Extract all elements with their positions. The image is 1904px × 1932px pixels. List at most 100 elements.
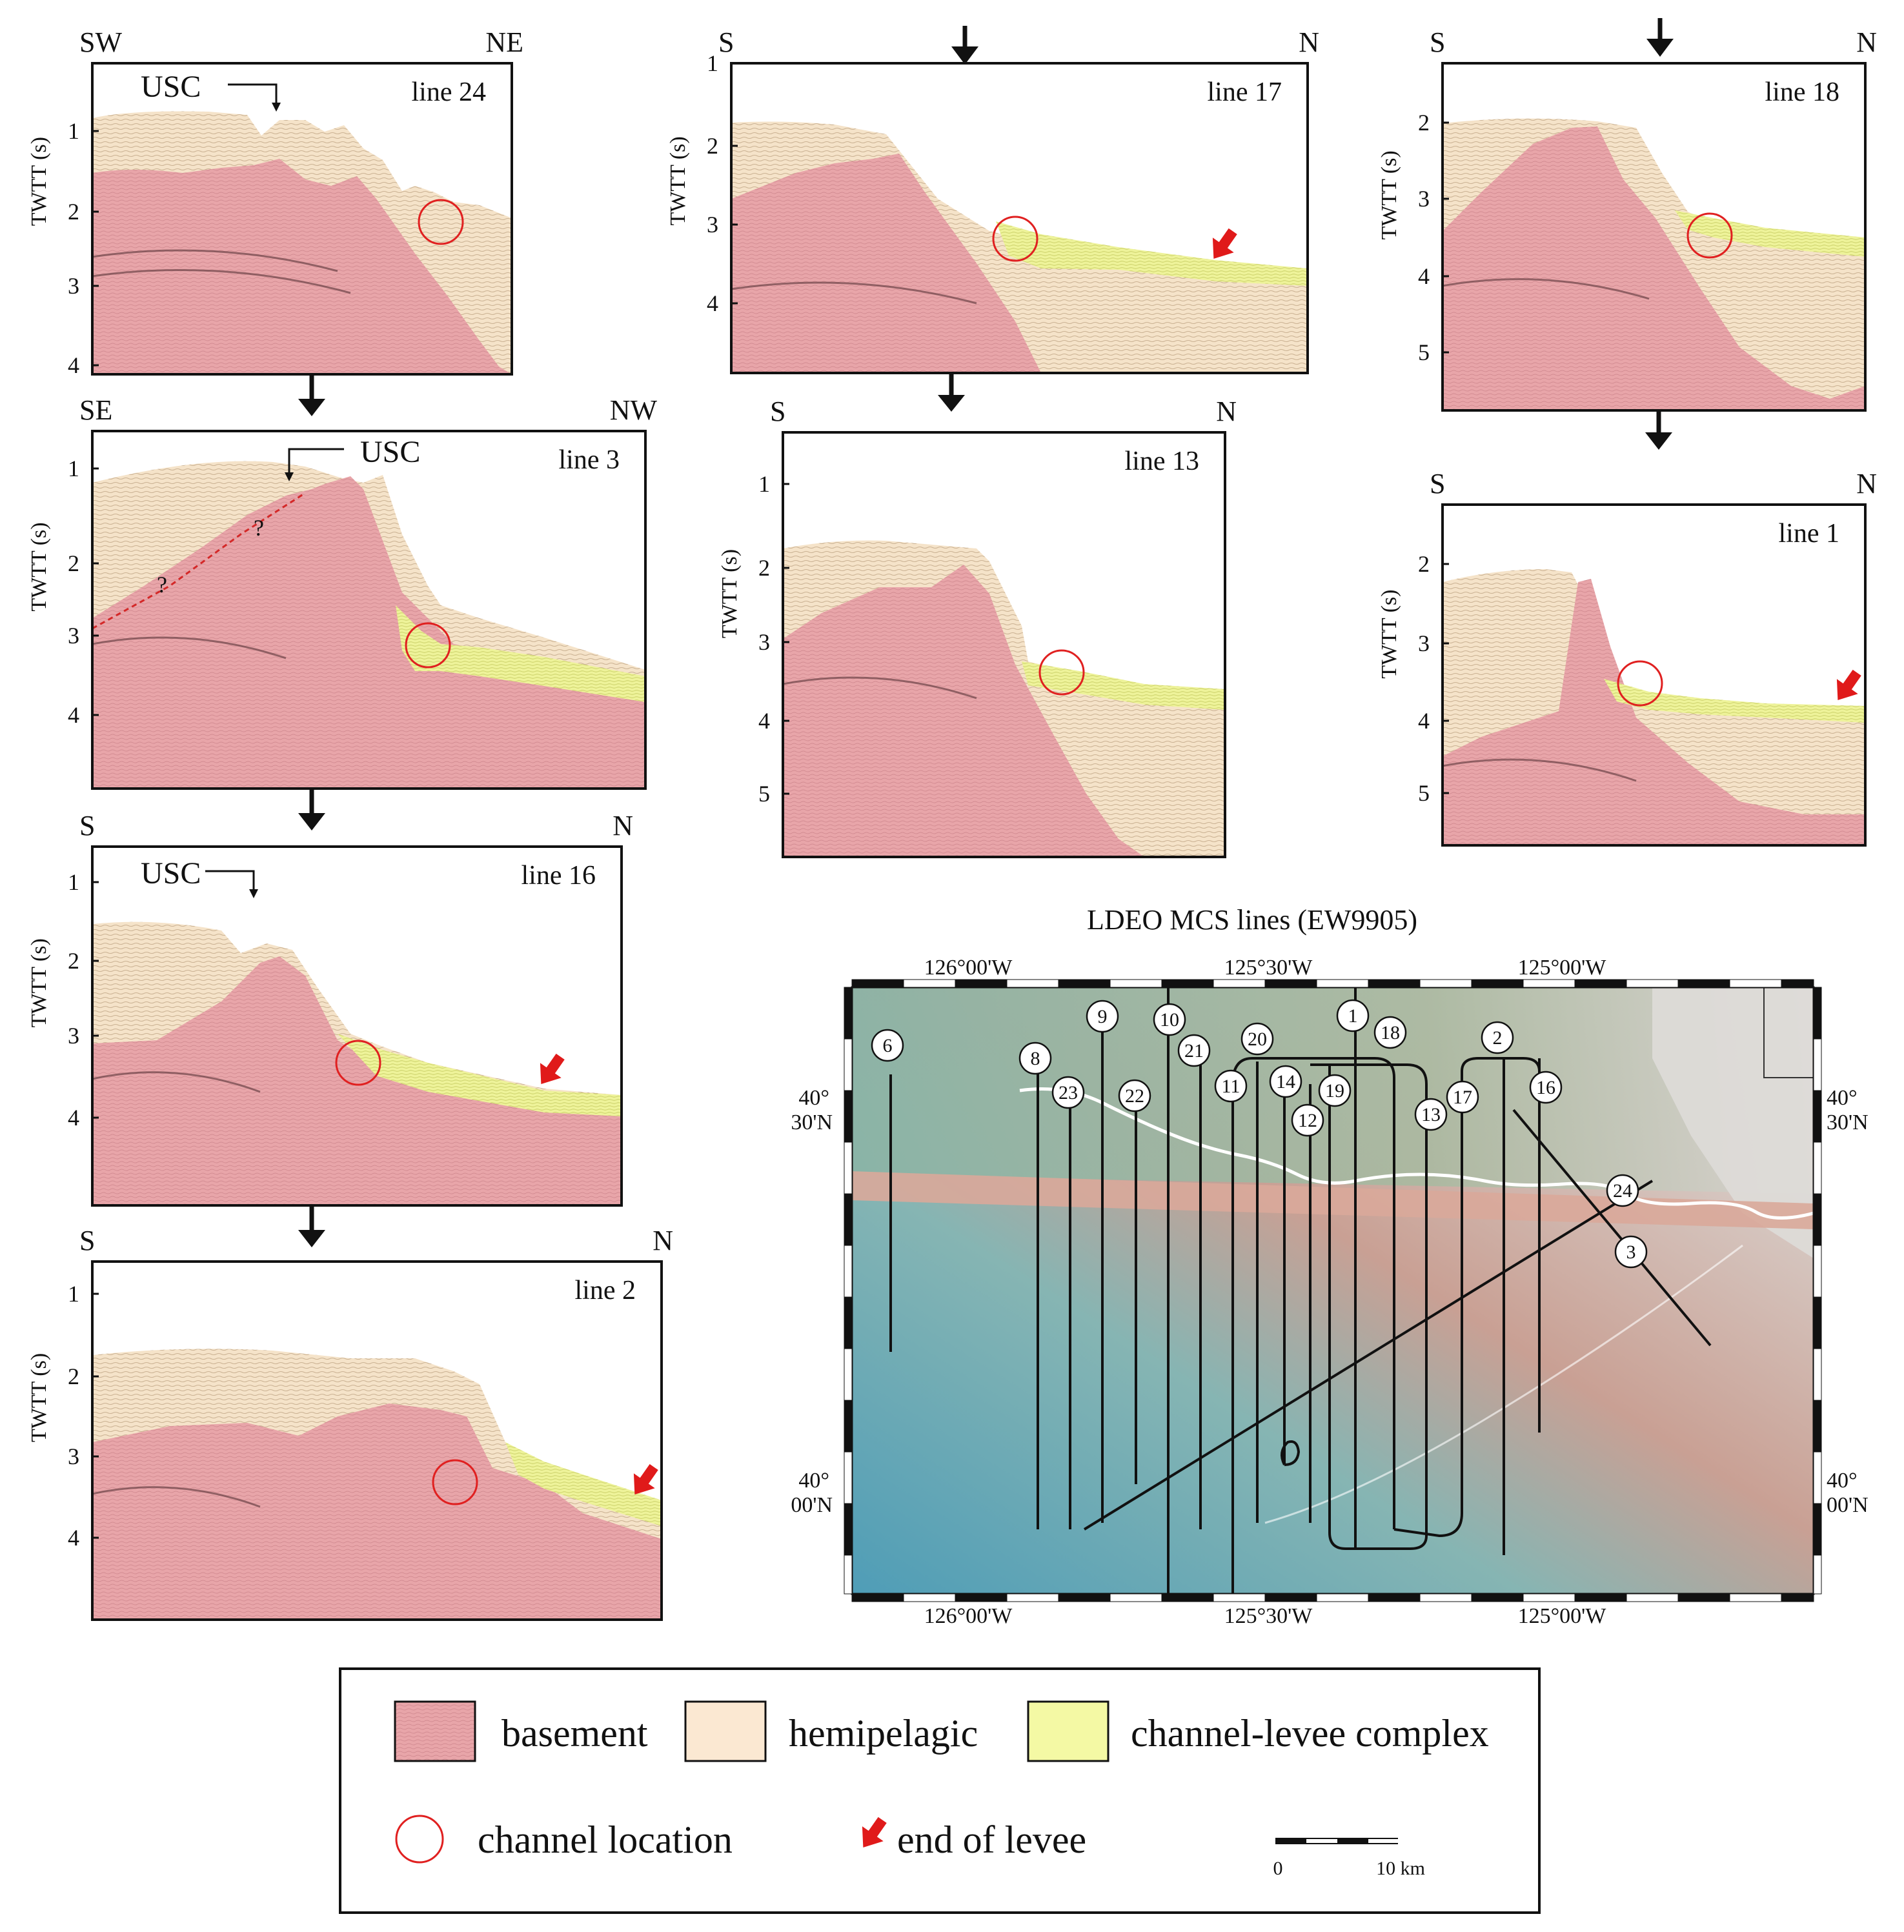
line-number-badge: 22 [1118,1079,1151,1112]
down-arrow-icon [298,374,325,416]
lat-label-left-min: 00'N [791,1493,833,1517]
channel-location-circle [1686,212,1733,259]
basement-swatch [394,1700,476,1762]
svg-text:9: 9 [1098,1006,1108,1027]
y-tick-label: 3 [68,273,79,299]
svg-text:2: 2 [1493,1027,1503,1049]
legend-levee: channel-levee complex [1131,1712,1489,1755]
scale-bar [1275,1838,1398,1844]
levee-layer [505,1442,662,1526]
svg-text:24: 24 [1613,1180,1632,1202]
levee-swatch [1027,1700,1109,1762]
levee-layer [1604,679,1865,723]
basement-layer [1443,126,1865,410]
y-axis-label: TWTT (s) [718,549,742,638]
y-tick-label: 5 [1418,339,1430,365]
hemipelagic-swatch [684,1700,767,1762]
lat-label-right-min: 30'N [1827,1111,1869,1134]
panel-frame [91,1260,663,1621]
levee-layer [396,605,645,702]
svg-text:3: 3 [1626,1242,1636,1263]
legend-basement: basement [501,1712,648,1755]
panel-frame [91,845,623,1207]
basement-layer [783,565,1144,857]
line-number-badge: 12 [1291,1103,1324,1137]
levee-layer [996,221,1308,286]
channel-location-circle [1038,649,1085,696]
down-arrow-icon [951,26,978,65]
panel-frame [91,62,513,376]
direction-left: S [79,1225,95,1256]
direction-right: N [1856,468,1877,499]
end-of-levee-icon [1212,228,1237,259]
y-tick-label: 3 [707,212,718,237]
line-number-badge: 18 [1373,1016,1407,1049]
y-tick-label: 3 [68,1023,79,1049]
line-number-badge: 21 [1177,1034,1211,1067]
seismic-panel-line3: 1 2 3 4 TWTT (s) SE NW line 3 USC?? [27,394,657,790]
svg-text:6: 6 [883,1035,893,1056]
direction-left: S [718,26,734,58]
map-escarpment [852,1171,1814,1229]
direction-right: N [613,810,633,841]
line-number-badge: 17 [1446,1080,1479,1114]
direction-right: N [1856,26,1877,58]
panel-title: line 1 [1779,519,1839,548]
y-axis-label: TWTT (s) [27,1353,51,1442]
map-shelf [1652,987,1814,1258]
line-number-badge: 14 [1269,1065,1302,1098]
channel-location-circle [335,1040,381,1086]
down-arrow-icon [938,373,965,412]
y-tick-label: 1 [758,471,770,497]
line-number-badge: 1 [1336,999,1370,1032]
y-tick-label: 2 [758,555,770,581]
svg-text:11: 11 [1222,1076,1241,1097]
usc-arrow-icon [228,83,278,105]
y-tick-label: 3 [758,629,770,655]
y-axis-label: TWTT (s) [666,136,690,225]
legend: basement hemipelagic channel-levee compl… [339,1667,1541,1914]
track-line [1393,1057,1541,1538]
direction-left: SW [79,26,122,58]
y-tick-label: 4 [758,708,770,734]
location-map: LDEO MCS lines (EW9905) [791,904,1868,1628]
end-of-levee-icon [862,1816,887,1848]
levee-layer [1022,661,1225,710]
y-tick-label: 5 [1418,780,1430,806]
line-number-badge: 13 [1414,1098,1448,1131]
y-tick-label: 4 [1418,708,1430,734]
svg-text:22: 22 [1125,1085,1144,1107]
direction-left: SE [79,394,112,426]
end-of-levee-icon [540,1053,565,1085]
direction-left: S [1430,26,1445,58]
panel-title: line 24 [412,77,486,107]
down-arrow-icon [1646,18,1674,57]
usc-label: USC [360,435,420,469]
y-axis-label: TWTT (s) [1377,150,1401,239]
legend-channel: channel location [478,1818,733,1861]
lat-label-right-min: 00'N [1827,1493,1869,1517]
question-mark: ? [157,572,167,598]
lat-label-right-deg: 40° [1827,1086,1858,1110]
down-arrow-icon [1645,410,1672,450]
line-number-badge: 2 [1481,1021,1514,1054]
track-line-3 [1512,1109,1712,1347]
svg-text:18: 18 [1381,1022,1400,1043]
map-frame [844,979,1822,1602]
lat-label-left-deg: 40° [798,1086,829,1110]
mcs-track-lines [889,987,1712,1594]
svg-text:17: 17 [1453,1087,1472,1108]
panel-frame [91,430,647,790]
line-number-badge: 16 [1529,1071,1563,1104]
direction-right: N [1299,26,1319,58]
svg-text:8: 8 [1031,1048,1040,1069]
usc-label: USC [141,70,201,104]
lat-label-left-min: 30'N [791,1111,833,1134]
panel-title: line 18 [1765,77,1839,107]
svg-text:14: 14 [1276,1071,1295,1092]
panel-title: line 17 [1208,77,1282,107]
y-tick-label: 3 [68,623,79,649]
